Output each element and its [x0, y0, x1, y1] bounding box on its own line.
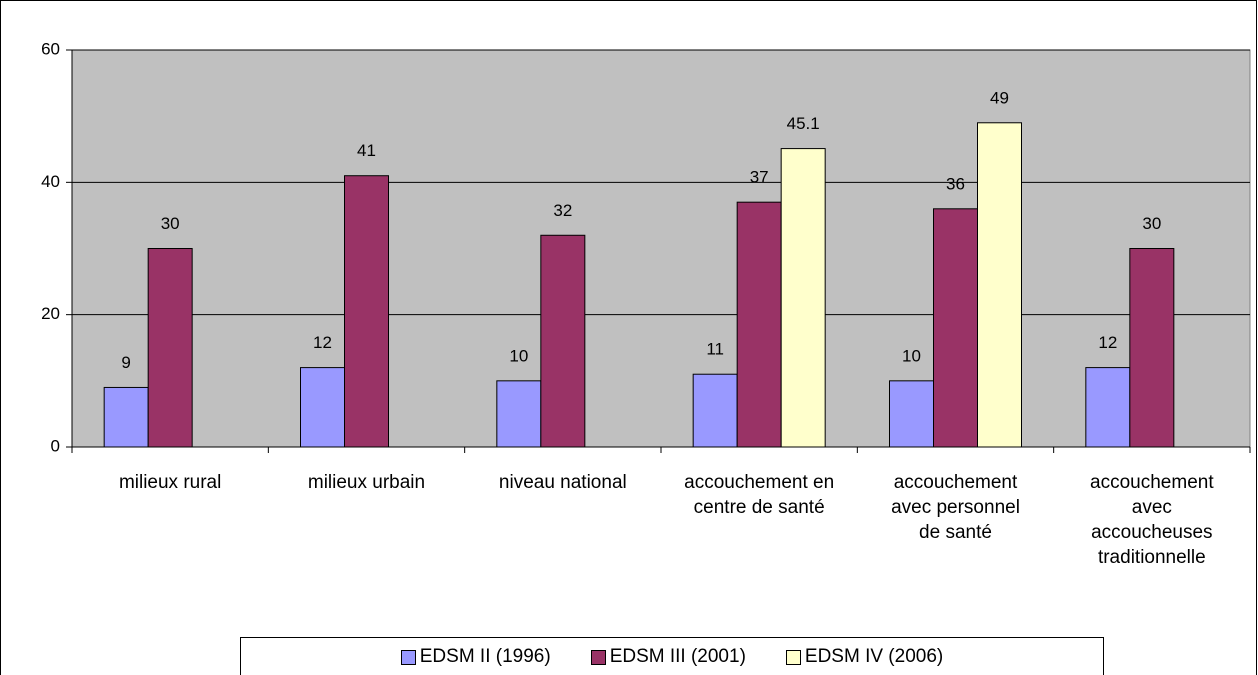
bar — [496, 380, 542, 448]
plot-area — [71, 49, 1251, 448]
value-label: 45.1 — [787, 114, 820, 133]
bar — [1085, 367, 1131, 448]
bar — [1129, 248, 1175, 448]
x-tick-label: niveau national — [498, 472, 627, 493]
y-tick-label: 40 — [41, 172, 60, 191]
legend-label: EDSM IV (2006) — [804, 646, 944, 667]
legend-item: EDSM III (2001) — [590, 646, 746, 668]
bar — [692, 373, 738, 448]
bar — [889, 380, 934, 448]
legend-swatch — [400, 649, 416, 665]
y-tick-label: 20 — [41, 304, 60, 323]
value-label: 9 — [121, 353, 130, 372]
value-label: 10 — [509, 346, 528, 365]
value-label: 12 — [1098, 333, 1117, 352]
bar — [540, 234, 586, 448]
bar — [300, 367, 345, 448]
legend-label: EDSM III (2001) — [609, 646, 746, 667]
bar — [736, 201, 782, 448]
value-label: 30 — [1142, 214, 1161, 233]
bar — [977, 122, 1022, 448]
y-tick-label: 60 — [41, 39, 60, 58]
legend-label: EDSM II (1996) — [419, 646, 551, 667]
bar — [344, 175, 389, 448]
legend: EDSM II (1996) EDSM III (2001) EDSM IV (20… — [240, 637, 1104, 675]
legend-item: EDSM II (1996) — [400, 646, 551, 668]
value-label: 11 — [706, 340, 724, 359]
value-label: 37 — [750, 168, 769, 187]
value-label: 41 — [357, 141, 376, 160]
value-label: 12 — [313, 333, 332, 352]
x-tick-label: accouchement avec personnel de santé — [891, 472, 1020, 543]
value-label: 32 — [553, 201, 572, 220]
value-label: 10 — [902, 346, 921, 365]
legend-item: EDSM IV (2006) — [785, 646, 944, 668]
bar — [103, 386, 149, 448]
bar — [780, 148, 826, 448]
y-tick-label: 0 — [51, 436, 60, 455]
x-tick-label: accouchement en centre de santé — [684, 472, 835, 518]
x-tick-label: milieux rural — [118, 472, 222, 493]
bar — [933, 208, 978, 448]
value-label: 30 — [161, 214, 180, 233]
x-tick-label: milieux urbain — [307, 472, 426, 493]
legend-swatch — [590, 649, 606, 665]
bar — [147, 248, 193, 448]
x-tick-label: accouchement avec accoucheuses tradition… — [1090, 472, 1214, 568]
value-label: 49 — [990, 88, 1009, 107]
legend-swatch — [785, 649, 801, 665]
value-label: 36 — [946, 174, 965, 193]
